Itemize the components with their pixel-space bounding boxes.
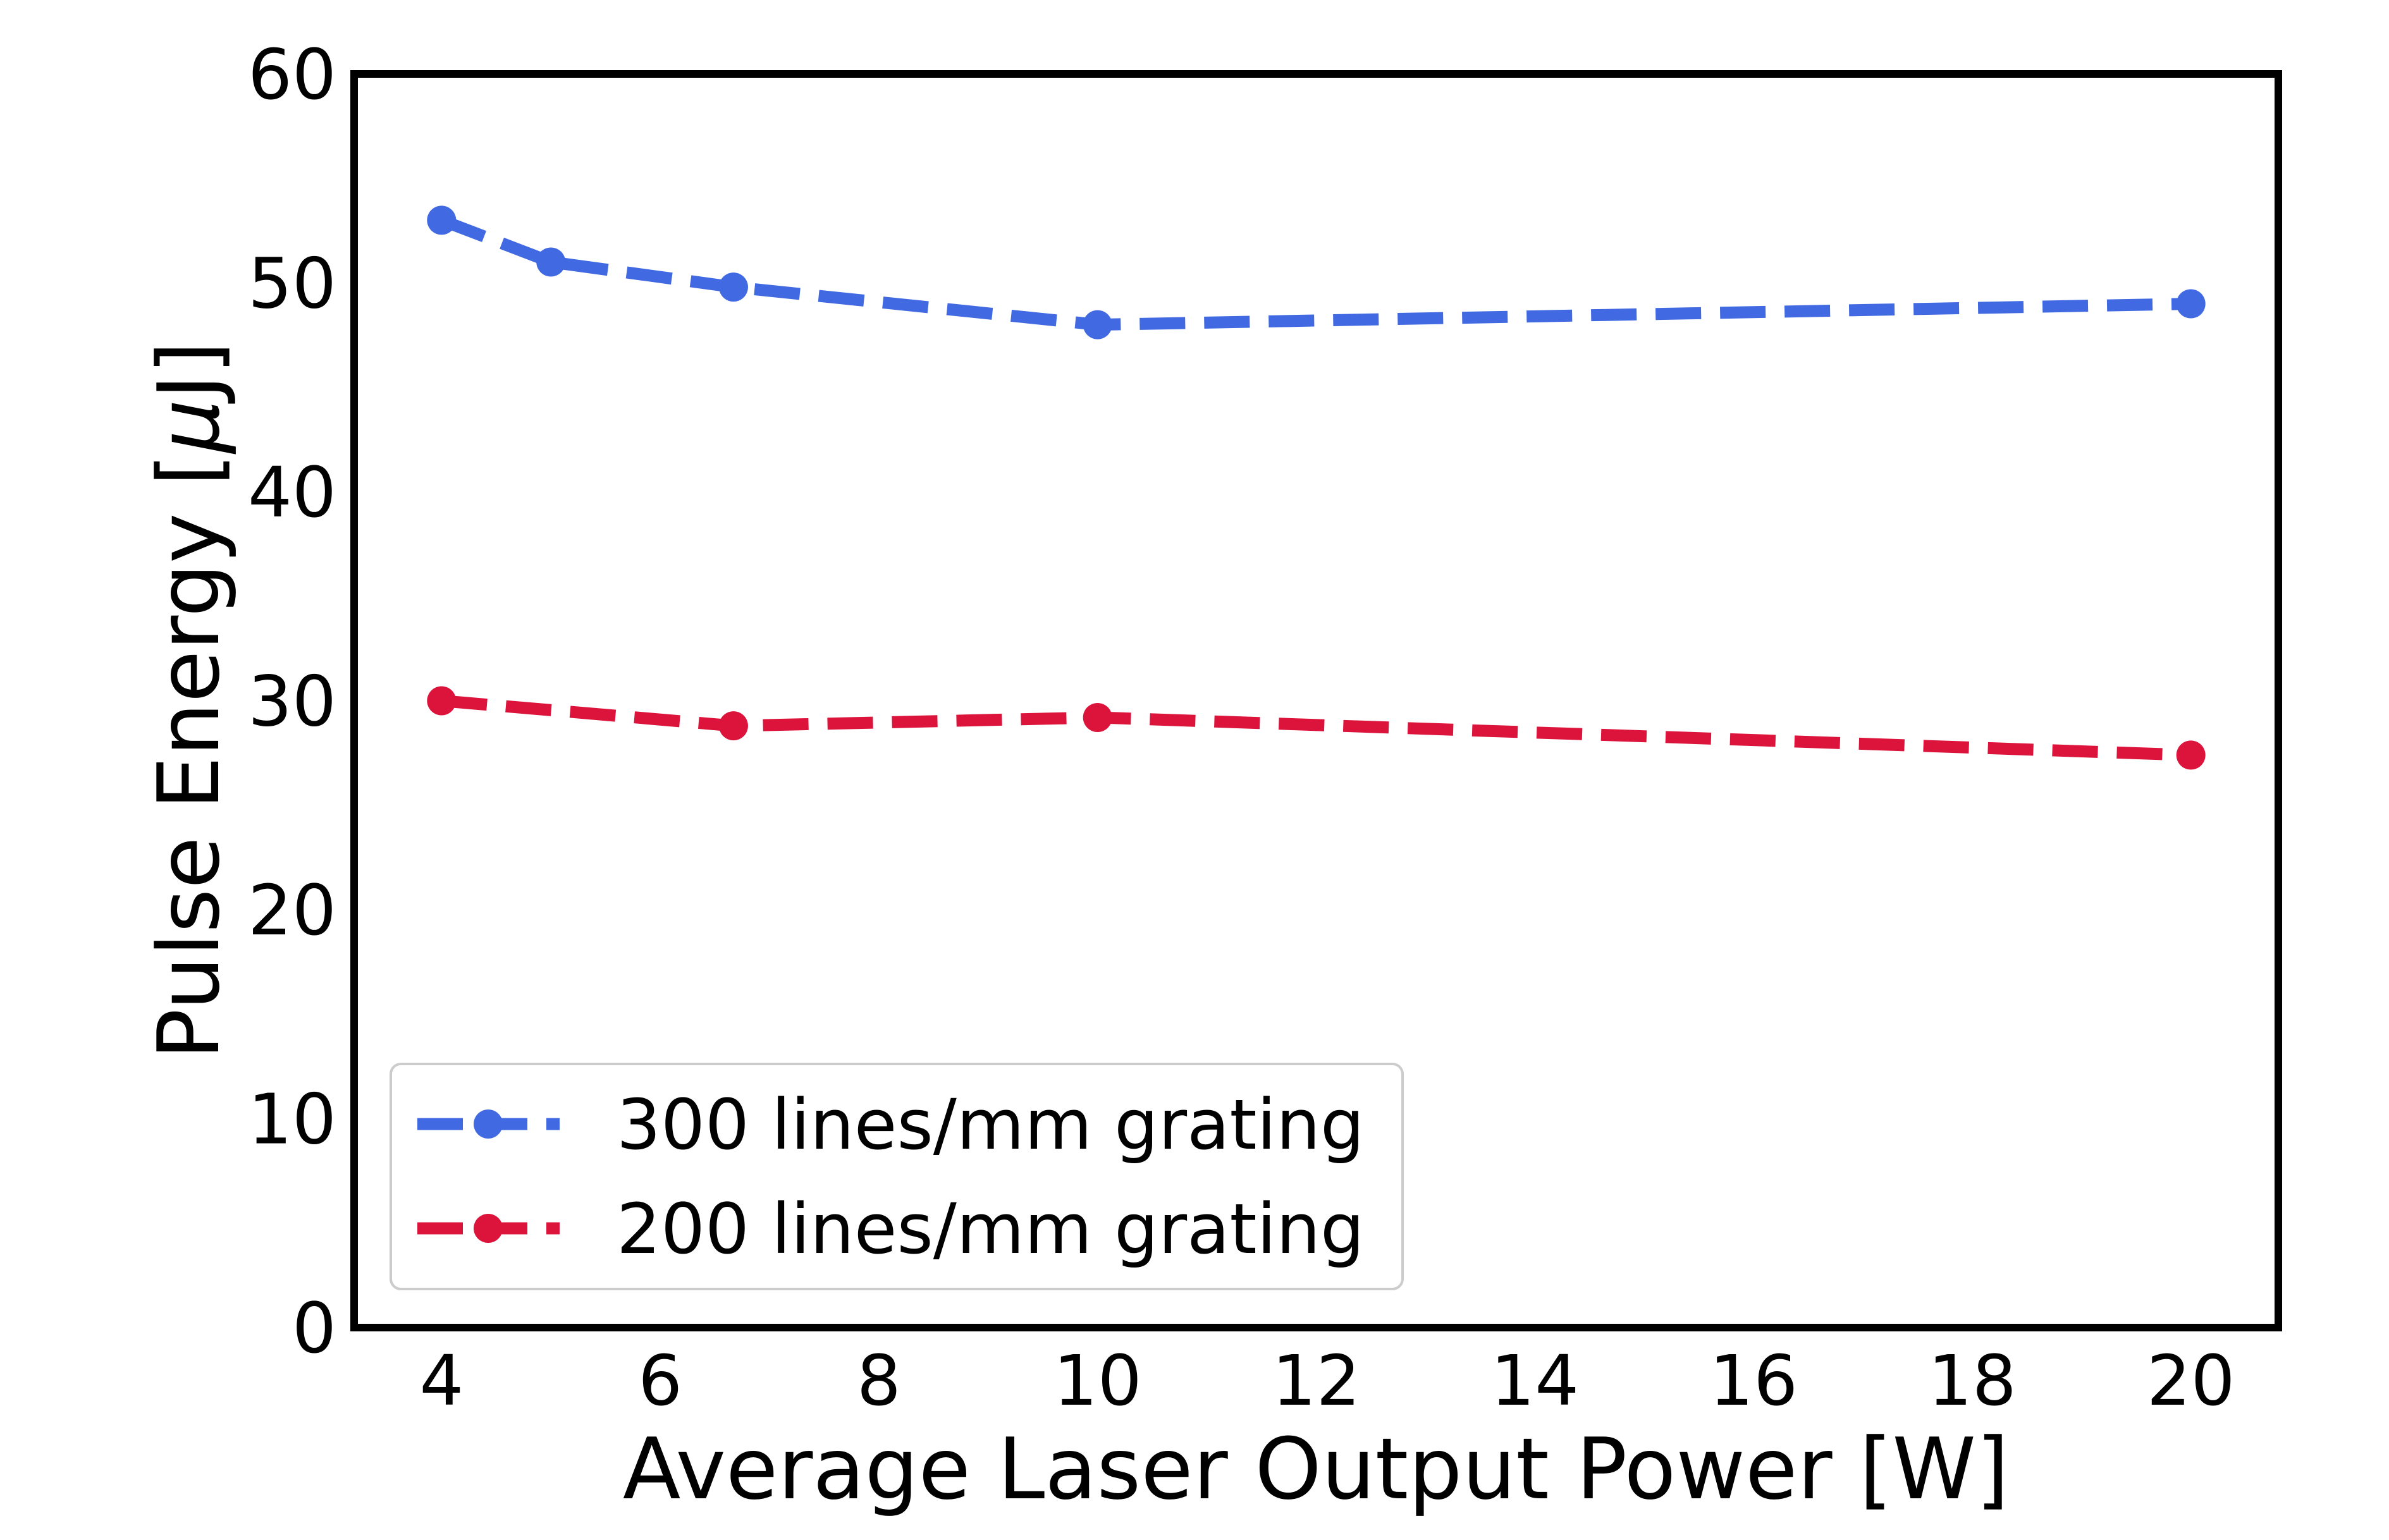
legend-item-1: 300 lines/mm grating xyxy=(417,1084,1365,1165)
data-point xyxy=(1083,310,1112,339)
y-axis-title-unit: J] xyxy=(140,341,238,404)
series-line xyxy=(441,695,2192,761)
legend-item-2: 200 lines/mm grating xyxy=(417,1189,1365,1269)
y-tick-label: 0 xyxy=(292,1288,336,1369)
y-axis-title-symbol: μ xyxy=(140,400,238,455)
data-point xyxy=(1083,702,1112,732)
y-tick-label: 60 xyxy=(248,34,336,115)
data-point xyxy=(2176,740,2206,770)
y-tick-label: 40 xyxy=(248,452,336,533)
legend-label: 300 lines/mm grating xyxy=(617,1084,1365,1165)
x-tick-label: 10 xyxy=(1053,1340,1142,1421)
legend-items: 300 lines/mm grating 200 lines/mm grating xyxy=(417,1084,1365,1269)
legend-frame xyxy=(390,1063,1404,1290)
data-point xyxy=(536,247,566,277)
legend-marker xyxy=(474,1109,503,1139)
y-tick-label: 30 xyxy=(248,661,336,742)
x-tick-label: 18 xyxy=(1928,1340,2017,1421)
x-tick-label: 8 xyxy=(857,1340,901,1421)
x-tick-label: 4 xyxy=(419,1340,464,1421)
data-point xyxy=(718,272,748,302)
x-tick-label: 14 xyxy=(1490,1340,1579,1421)
y-axis-title-text: Pulse Energy [ xyxy=(140,453,238,1060)
x-tick-label: 20 xyxy=(2147,1340,2235,1421)
y-tick-label: 10 xyxy=(248,1079,336,1160)
data-point xyxy=(718,711,748,741)
series-layer xyxy=(427,205,2206,770)
x-axis-ticks: 4 6 8 10 12 14 16 18 20 xyxy=(419,1340,2235,1421)
series-2 xyxy=(427,686,2206,770)
legend: 300 lines/mm grating 200 lines/mm grating xyxy=(390,1063,1404,1290)
legend-marker xyxy=(474,1214,503,1243)
x-tick-label: 16 xyxy=(1709,1340,1798,1421)
series-1 xyxy=(427,205,2206,339)
plot-frame xyxy=(350,70,2282,1331)
x-axis-title: Average Laser Output Power [W] xyxy=(623,1420,2009,1519)
x-tick-label: 12 xyxy=(1272,1340,1361,1421)
data-point xyxy=(427,205,457,235)
y-tick-label: 50 xyxy=(248,243,336,324)
y-axis-title: Pulse Energy [μJ] xyxy=(140,341,238,1060)
legend-label: 200 lines/mm grating xyxy=(617,1189,1365,1269)
data-point xyxy=(427,686,457,716)
y-axis-ticks: 0 10 20 30 40 50 60 xyxy=(248,34,336,1369)
data-point xyxy=(2176,289,2206,319)
x-tick-label: 6 xyxy=(638,1340,682,1421)
y-tick-label: 20 xyxy=(248,870,336,951)
